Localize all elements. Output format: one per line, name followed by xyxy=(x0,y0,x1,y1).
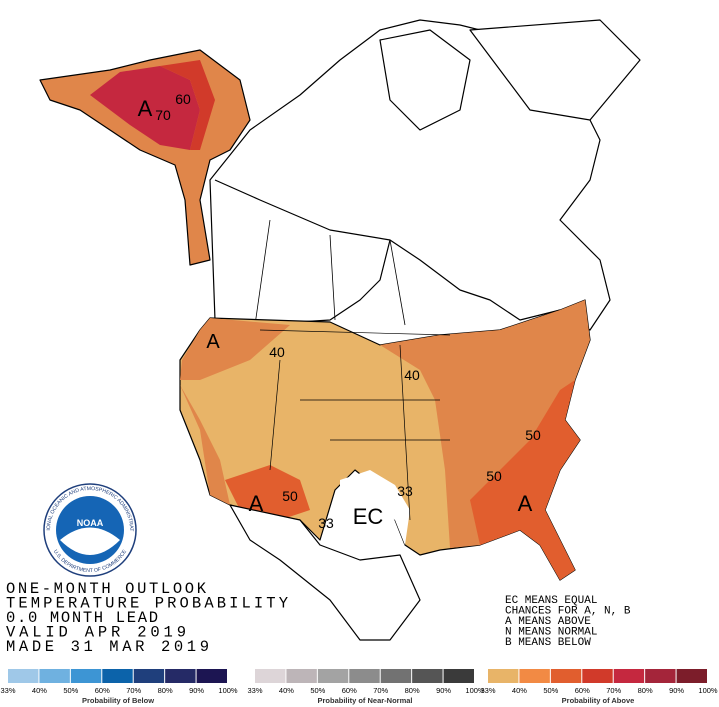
canada xyxy=(209,19,611,331)
legends: 33% 40% 50% 60% 70% 80% 90% 100% Probability of … xyxy=(0,669,718,705)
legend-tick: 100% xyxy=(465,686,485,695)
map-label: 50 xyxy=(282,488,298,504)
legend-swatch xyxy=(550,669,582,683)
legend-tick: 60% xyxy=(95,686,110,695)
key-line: EC MEANS EQUAL xyxy=(505,595,597,607)
map-label: 40 xyxy=(404,367,420,383)
map-label: A xyxy=(138,96,153,121)
logo-name: NOAA xyxy=(77,518,104,528)
legend-swatch xyxy=(165,669,196,683)
legend-tick: 40% xyxy=(279,686,294,695)
key-line: A MEANS ABOVE xyxy=(505,616,591,628)
west-40 xyxy=(180,385,230,505)
map-label: A xyxy=(249,491,264,516)
map-label: 40 xyxy=(269,344,285,360)
logo-bird xyxy=(60,527,120,555)
legend-tick: 70% xyxy=(373,686,388,695)
outlook-line: 0.0 MONTH LEAD xyxy=(6,609,158,627)
legend-swatch xyxy=(349,669,380,683)
legend-tick: 33% xyxy=(480,686,495,695)
legend-swatch xyxy=(317,669,349,683)
southeast-50 xyxy=(470,380,580,580)
ec-area xyxy=(340,470,410,545)
legend-caption: Probability of Above xyxy=(562,696,635,705)
map-label: 33 xyxy=(397,483,413,499)
map-label: EC xyxy=(353,504,384,529)
states xyxy=(259,329,451,521)
legend-tick: 70% xyxy=(606,686,621,695)
alaska-60 xyxy=(160,60,215,150)
map-label: 60 xyxy=(175,91,191,107)
legend-swatch xyxy=(196,669,227,683)
alaska-70 xyxy=(90,66,200,150)
legend-tick: 100% xyxy=(218,686,238,695)
legend-swatch xyxy=(255,669,286,683)
legend-swatch xyxy=(380,669,412,683)
arctic-islands xyxy=(379,29,471,131)
legend-caption: Probability of Below xyxy=(82,696,154,705)
legend-swatch xyxy=(8,669,39,683)
legend-tick: 70% xyxy=(126,686,141,695)
map-label: A xyxy=(206,331,220,353)
legend-tick: 100% xyxy=(698,686,718,695)
legend-tick: 90% xyxy=(669,686,684,695)
map-label: 33 xyxy=(318,515,334,531)
legend-swatch xyxy=(286,669,317,683)
key-line: B MEANS BELOW xyxy=(505,637,591,649)
map-label: A xyxy=(518,491,533,516)
legend-caption: Probability of Near-Normal xyxy=(317,696,412,705)
map-label: 70 xyxy=(155,107,171,123)
map-label: 50 xyxy=(486,468,502,484)
mexico xyxy=(229,504,421,641)
legend-swatch xyxy=(39,669,70,683)
provinces xyxy=(254,219,406,326)
legend-swatch xyxy=(102,669,133,683)
legend-swatch xyxy=(488,669,519,683)
legend-swatch xyxy=(582,669,613,683)
greenland xyxy=(469,19,641,121)
legend-tick: 90% xyxy=(189,686,204,695)
legend-swatch xyxy=(70,669,102,683)
legend-tick: 50% xyxy=(310,686,325,695)
border xyxy=(214,179,391,241)
legend-swatch xyxy=(519,669,550,683)
legend-swatch xyxy=(676,669,707,683)
legend-swatch xyxy=(645,669,676,683)
outlook-line: TEMPERATURE PROBABILITY xyxy=(6,595,289,613)
legend-tick: 90% xyxy=(436,686,451,695)
legend-tick: 60% xyxy=(342,686,357,695)
legend-swatch xyxy=(613,669,645,683)
outlook-line: ONE-MONTH OUTLOOK xyxy=(6,580,207,598)
map-label: 50 xyxy=(525,427,541,443)
legend-swatch xyxy=(443,669,474,683)
legend-tick: 80% xyxy=(158,686,173,695)
northwest-40 xyxy=(180,318,290,380)
legend-tick: 60% xyxy=(575,686,590,695)
legend-tick: 80% xyxy=(405,686,420,695)
legend-tick: 40% xyxy=(32,686,47,695)
legend-swatch xyxy=(133,669,165,683)
map xyxy=(39,19,641,641)
legend-tick: 33% xyxy=(0,686,15,695)
key-line: N MEANS NORMAL xyxy=(505,627,597,639)
legend-tick: 50% xyxy=(543,686,558,695)
legend-tick: 80% xyxy=(638,686,653,695)
legend-swatch xyxy=(412,669,443,683)
southwest-50 xyxy=(225,465,310,520)
legend-tick: 33% xyxy=(247,686,262,695)
legend-tick: 40% xyxy=(512,686,527,695)
key-line: CHANCES FOR A, N, B xyxy=(505,606,631,618)
legend-tick: 50% xyxy=(63,686,78,695)
